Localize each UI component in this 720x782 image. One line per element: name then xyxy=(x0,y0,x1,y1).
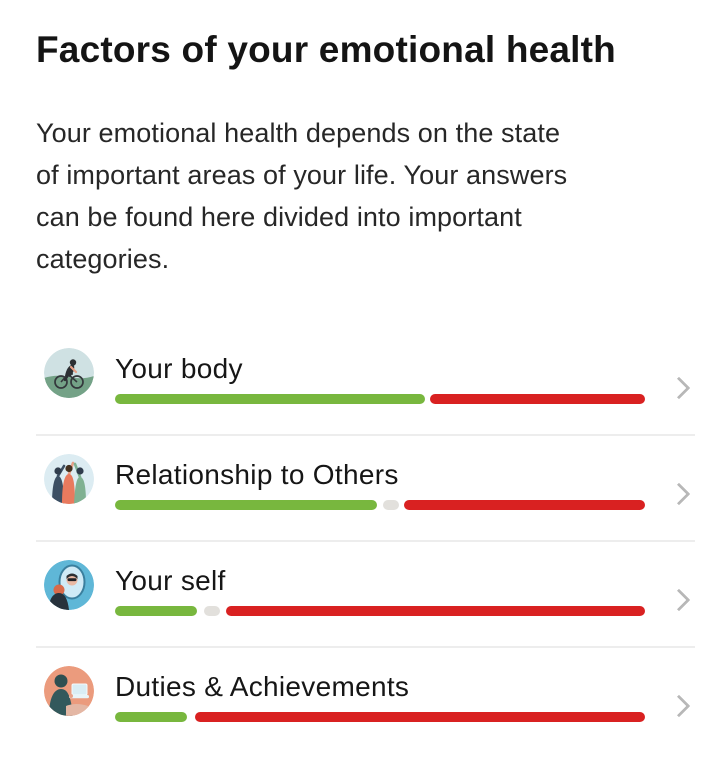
factor-label: Your body xyxy=(115,353,243,384)
emotional-health-factors-screen: Factors of your emotional health Your em… xyxy=(0,28,720,782)
bar-segment-negative xyxy=(430,394,645,404)
score-bar xyxy=(115,606,645,616)
intro-line: can be found here divided into important xyxy=(36,202,522,232)
bar-segment-negative xyxy=(226,606,645,616)
page-title: Factors of your emotional health xyxy=(36,29,616,70)
intro-line: categories. xyxy=(36,244,170,274)
intro-paragraph: Your emotional health depends on the sta… xyxy=(36,112,684,280)
chevron-right-icon[interactable] xyxy=(667,588,691,612)
bar-segment-neutral xyxy=(203,606,220,616)
chevron-right-icon[interactable] xyxy=(667,482,691,506)
score-bar xyxy=(115,712,645,722)
intro-line: Your emotional health depends on the sta… xyxy=(36,118,561,148)
factor-row-main: Relationship to Others xyxy=(115,456,645,510)
cycling-illustration-icon xyxy=(44,348,94,398)
bar-segment-positive xyxy=(115,606,198,616)
factor-label: Your self xyxy=(115,565,226,596)
chevron-right-icon[interactable] xyxy=(667,694,691,718)
people-high-five-illustration-icon xyxy=(44,454,94,504)
factor-row-main: Your self xyxy=(115,562,645,616)
factor-row-main: Your body xyxy=(115,350,645,404)
bar-segment-negative xyxy=(194,712,645,722)
intro-line: of important areas of your life. Your an… xyxy=(36,160,568,190)
chevron-right-icon[interactable] xyxy=(667,376,691,400)
person-mirror-illustration-icon xyxy=(44,560,94,610)
bar-segment-positive xyxy=(115,712,187,722)
factor-row-main: Duties & Achievements xyxy=(115,668,645,722)
bar-segment-neutral xyxy=(382,500,399,510)
factor-row-your-body[interactable]: Your body xyxy=(36,330,695,436)
score-bar xyxy=(115,500,645,510)
factor-label: Duties & Achievements xyxy=(115,671,410,702)
factor-row-duties-achievements[interactable]: Duties & Achievements xyxy=(36,648,695,752)
factor-row-relationship-to-others[interactable]: Relationship to Others xyxy=(36,436,695,542)
bar-segment-negative xyxy=(403,500,645,510)
score-bar xyxy=(115,394,645,404)
bar-segment-positive xyxy=(115,500,378,510)
factor-row-your-self[interactable]: Your self xyxy=(36,542,695,648)
person-laptop-illustration-icon xyxy=(44,666,94,716)
factor-list: Your body xyxy=(36,330,695,752)
bar-segment-positive xyxy=(115,394,426,404)
factor-label: Relationship to Others xyxy=(115,459,399,490)
